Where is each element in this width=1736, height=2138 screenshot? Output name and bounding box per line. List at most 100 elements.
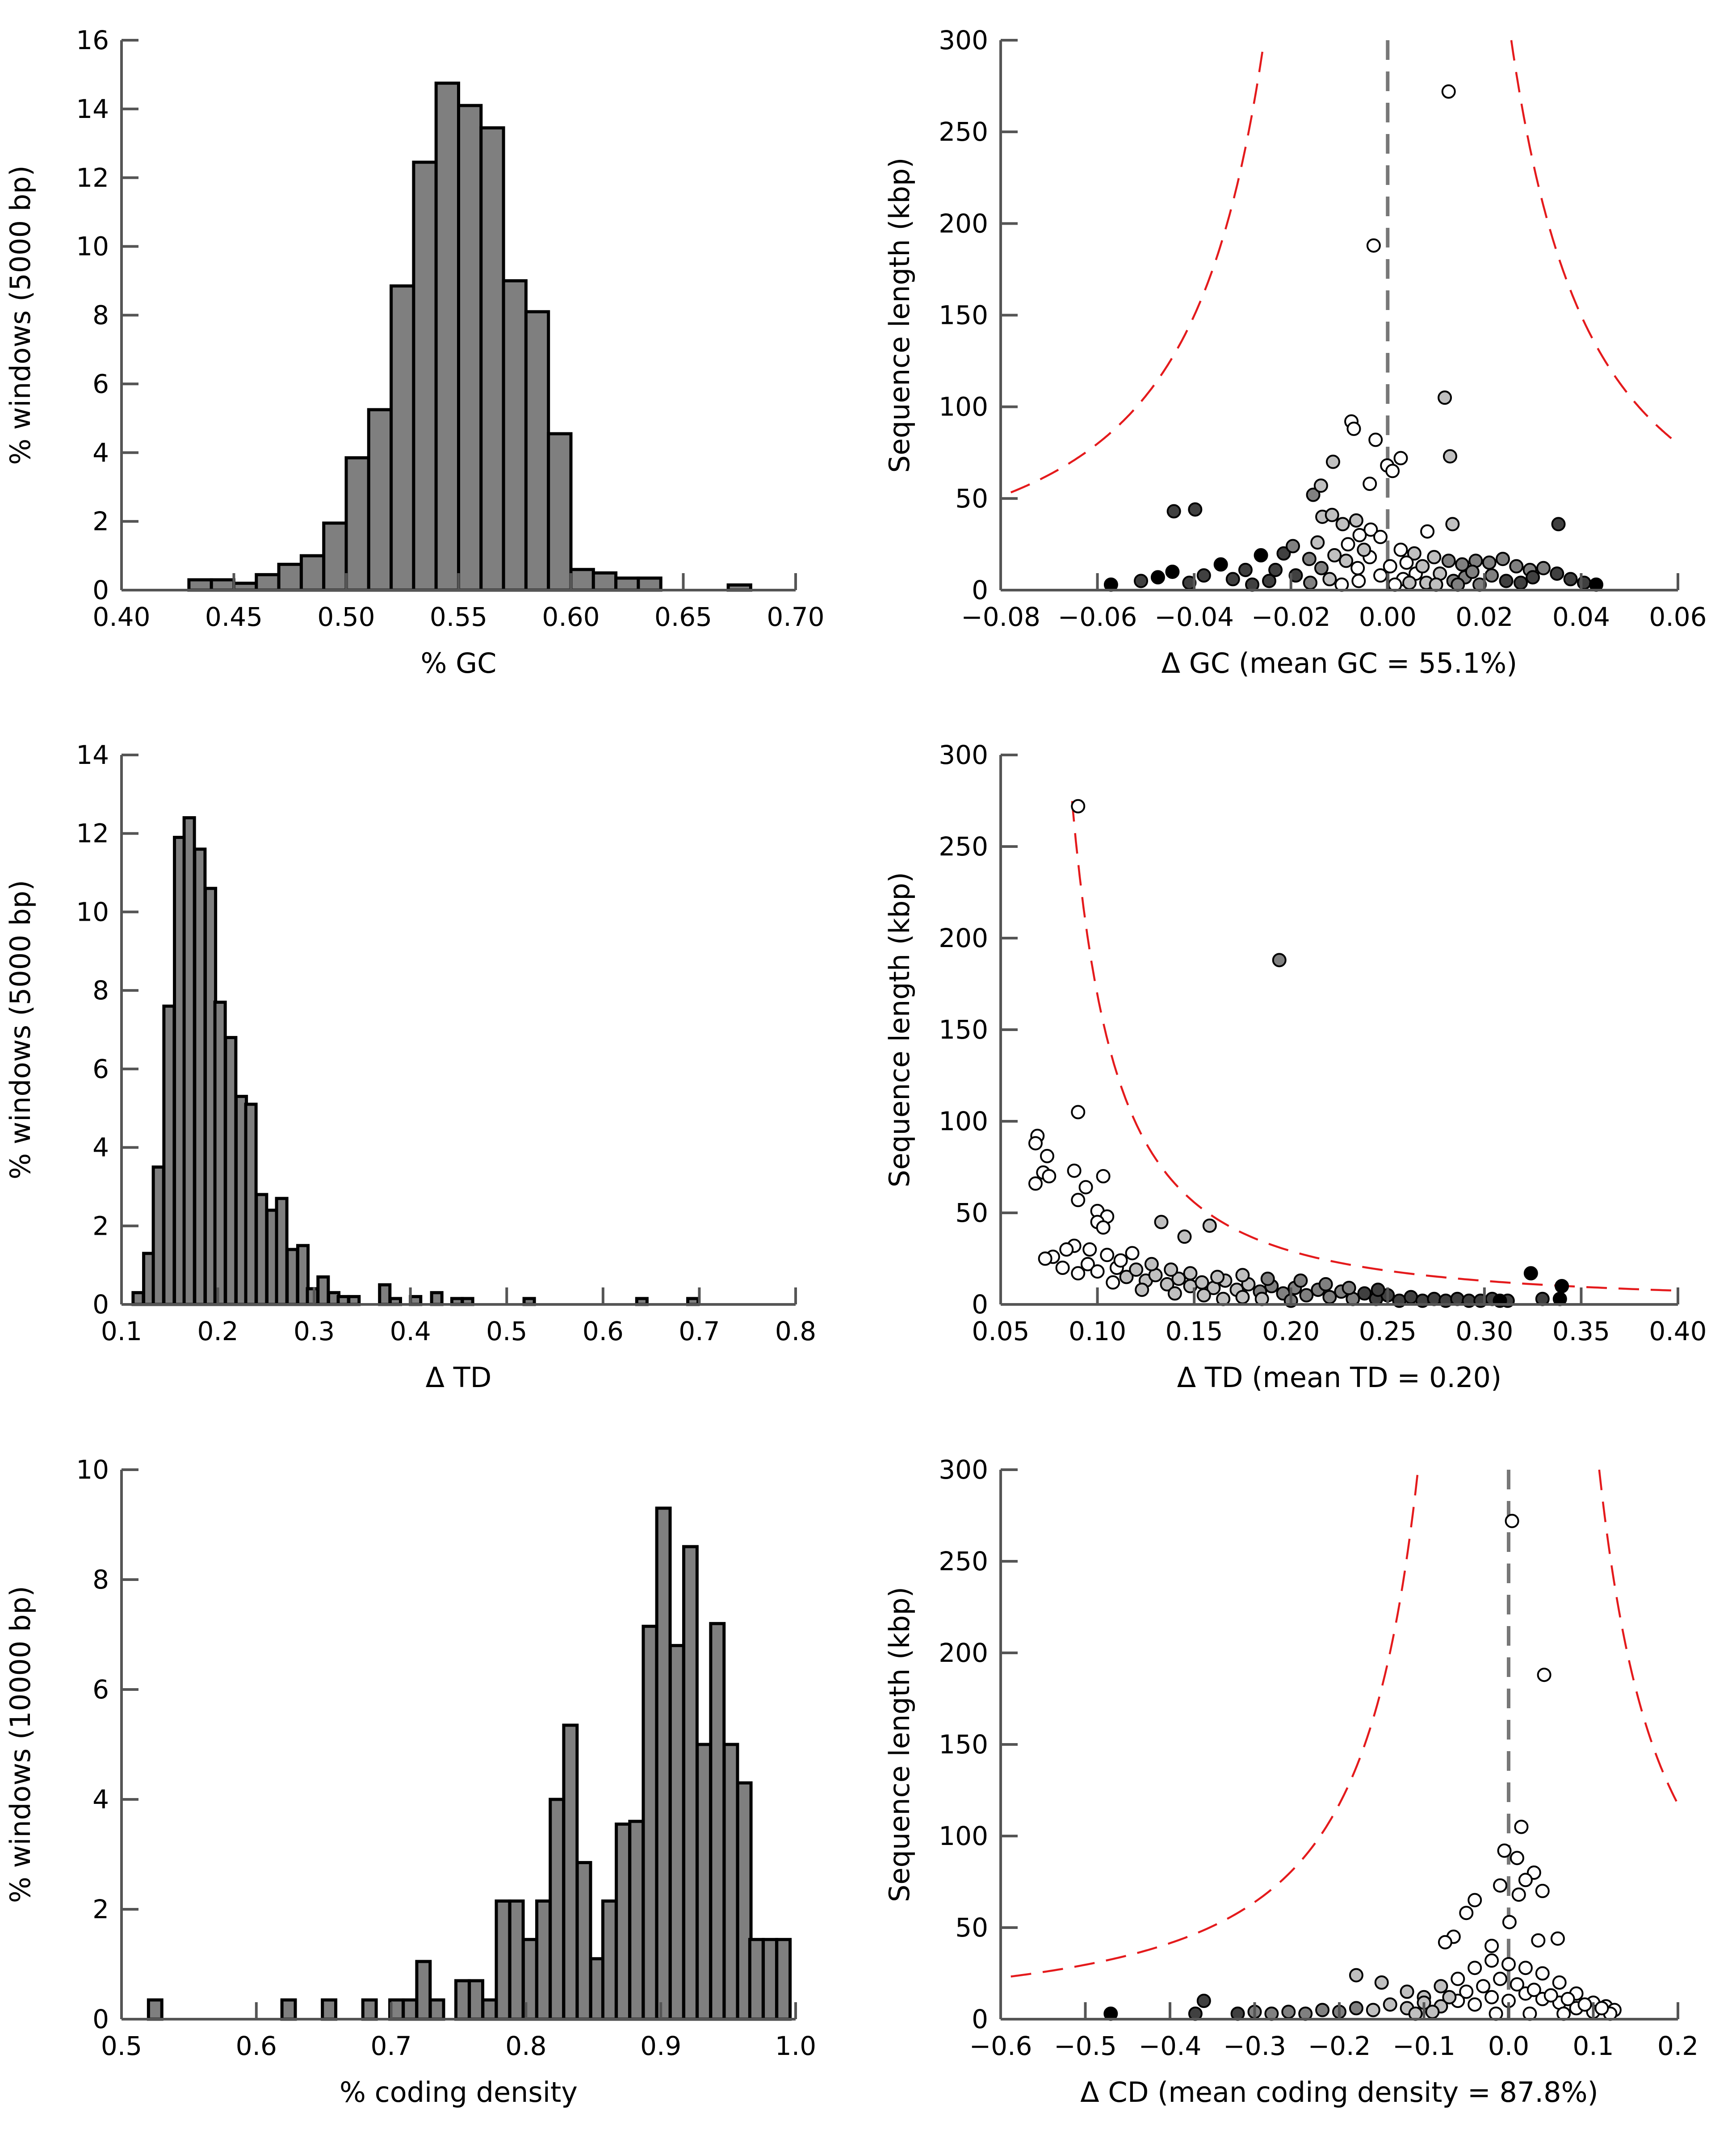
scatter-point	[1196, 568, 1211, 583]
scatter-point	[1327, 548, 1342, 563]
scatter-point	[1351, 574, 1366, 588]
histogram-bar	[591, 571, 618, 592]
y-tick-label: 0	[92, 1289, 109, 1320]
scatter-point	[1082, 1242, 1097, 1257]
scatter-point	[1551, 517, 1566, 532]
scatter-point	[1195, 1275, 1209, 1290]
y-tick-label: 300	[939, 25, 988, 55]
histogram-bar	[193, 847, 207, 1306]
scatter-point	[1407, 546, 1422, 561]
histogram-bar	[412, 160, 438, 592]
x-tick-label: 0.55	[430, 602, 487, 632]
x-tick-label: 0.35	[1552, 1316, 1610, 1346]
scatter-point	[1555, 1279, 1569, 1293]
histogram-bar	[378, 1283, 392, 1306]
x-tick-label: 0.10	[1069, 1316, 1126, 1346]
scatter-point	[1113, 1253, 1128, 1268]
histogram-bar	[637, 576, 663, 592]
x-tick-label: −0.6	[969, 2031, 1032, 2061]
y-axis-title: Sequence length (kbp)	[883, 1587, 916, 1902]
y-tick-label: 250	[939, 831, 988, 862]
scatter-point	[1496, 552, 1510, 566]
y-tick-label: 2	[92, 1211, 109, 1241]
scatter-point	[1188, 502, 1203, 517]
scatter-point	[1594, 2001, 1609, 2016]
cd-histogram-panel: 0.5 0.6 0.7 0.8 0.9 1.0 0 2 4 6 8 10 % coding densit…	[4, 1455, 816, 2109]
x-tick-label: −0.5	[1054, 2031, 1117, 2061]
y-tick-label: 50	[955, 1198, 988, 1228]
x-tick-label: 0.02	[1455, 602, 1513, 632]
x-tick-label: 0.40	[1649, 1316, 1707, 1346]
x-tick-label: 0.0	[1488, 2031, 1529, 2061]
scatter-point	[1183, 1266, 1198, 1281]
scatter-point	[1038, 1251, 1053, 1266]
x-tick-label: 0.65	[654, 602, 712, 632]
scatter-point	[1536, 561, 1551, 575]
scatter-point	[1363, 477, 1377, 491]
histogram-bar	[628, 1819, 645, 2021]
x-tick-label: 0.3	[294, 1316, 335, 1346]
x-tick-label: 1.0	[775, 2031, 816, 2061]
scatter-point	[1399, 555, 1414, 570]
scatter-point	[1100, 1248, 1115, 1262]
y-tick-label: 12	[76, 163, 109, 193]
scatter-point	[1071, 799, 1086, 813]
plot-area	[1011, 1469, 1679, 2021]
scatter-point	[1543, 1988, 1558, 2003]
scatter-point	[1299, 1288, 1314, 1303]
scatter-point	[1313, 478, 1328, 493]
scatter-point	[1202, 1218, 1217, 1233]
scatter-point	[1484, 1990, 1499, 2004]
y-tick-label: 100	[939, 392, 988, 422]
scatter-point	[1363, 522, 1378, 537]
scatter-point	[1563, 572, 1578, 587]
scatter-point	[1484, 568, 1499, 583]
histogram-bar	[255, 1193, 268, 1306]
scatter-point	[1550, 566, 1564, 581]
x-tick-label: 0.60	[542, 602, 600, 632]
scatter-point	[1040, 1149, 1054, 1163]
scatter-point	[1459, 1984, 1474, 1999]
histogram-bar	[457, 104, 483, 592]
scatter-point	[1373, 530, 1388, 545]
histogram-bar	[696, 1743, 713, 2021]
scatter-point	[1505, 1513, 1519, 1528]
histogram-bar	[244, 1103, 258, 1306]
scatter-point	[1434, 1979, 1448, 1994]
y-tick-label: 300	[939, 1455, 988, 1485]
y-tick-label: 8	[92, 1564, 109, 1595]
plot-area	[147, 1506, 792, 2021]
histogram-bar	[131, 1291, 145, 1306]
y-tick-label: 4	[92, 1132, 109, 1163]
histogram-bar	[549, 1798, 566, 2021]
scatter-point	[1302, 552, 1317, 566]
histogram-bar	[187, 578, 213, 592]
histogram-bar	[601, 1899, 618, 2021]
scatter-point	[1393, 542, 1408, 557]
x-tick-label: 0.2	[1657, 2031, 1698, 2061]
x-tick-label: 0.40	[92, 602, 150, 632]
x-tick-label: 0.2	[197, 1316, 238, 1346]
scatter-point	[1254, 548, 1268, 563]
scatter-point	[1383, 1997, 1397, 2012]
histogram-bar	[280, 1998, 297, 2021]
scatter-point	[1501, 1957, 1516, 1971]
x-axis-title: Δ TD (mean TD = 0.20)	[1177, 1361, 1501, 1394]
scatter-point	[1518, 1873, 1533, 1887]
y-tick-label: 100	[939, 1821, 988, 1851]
scatter-point	[1468, 1997, 1482, 2012]
y-tick-label: 150	[939, 300, 988, 331]
y-tick-label: 0	[972, 1289, 988, 1320]
x-tick-label: 0.4	[390, 1316, 431, 1346]
histogram-bar	[344, 456, 370, 592]
histogram-bar	[402, 1998, 419, 2021]
scatter-point	[1281, 2004, 1296, 2019]
histogram-bar	[367, 408, 393, 592]
scatter-point	[1482, 555, 1497, 570]
histogram-bar	[709, 1622, 726, 2021]
histogram-bar	[434, 81, 461, 592]
scatter-point	[1322, 572, 1337, 587]
histogram-bar	[495, 1899, 512, 2021]
x-axis-title: Δ GC (mean GC = 55.1%)	[1162, 647, 1518, 679]
x-tick-label: 0.45	[205, 602, 263, 632]
